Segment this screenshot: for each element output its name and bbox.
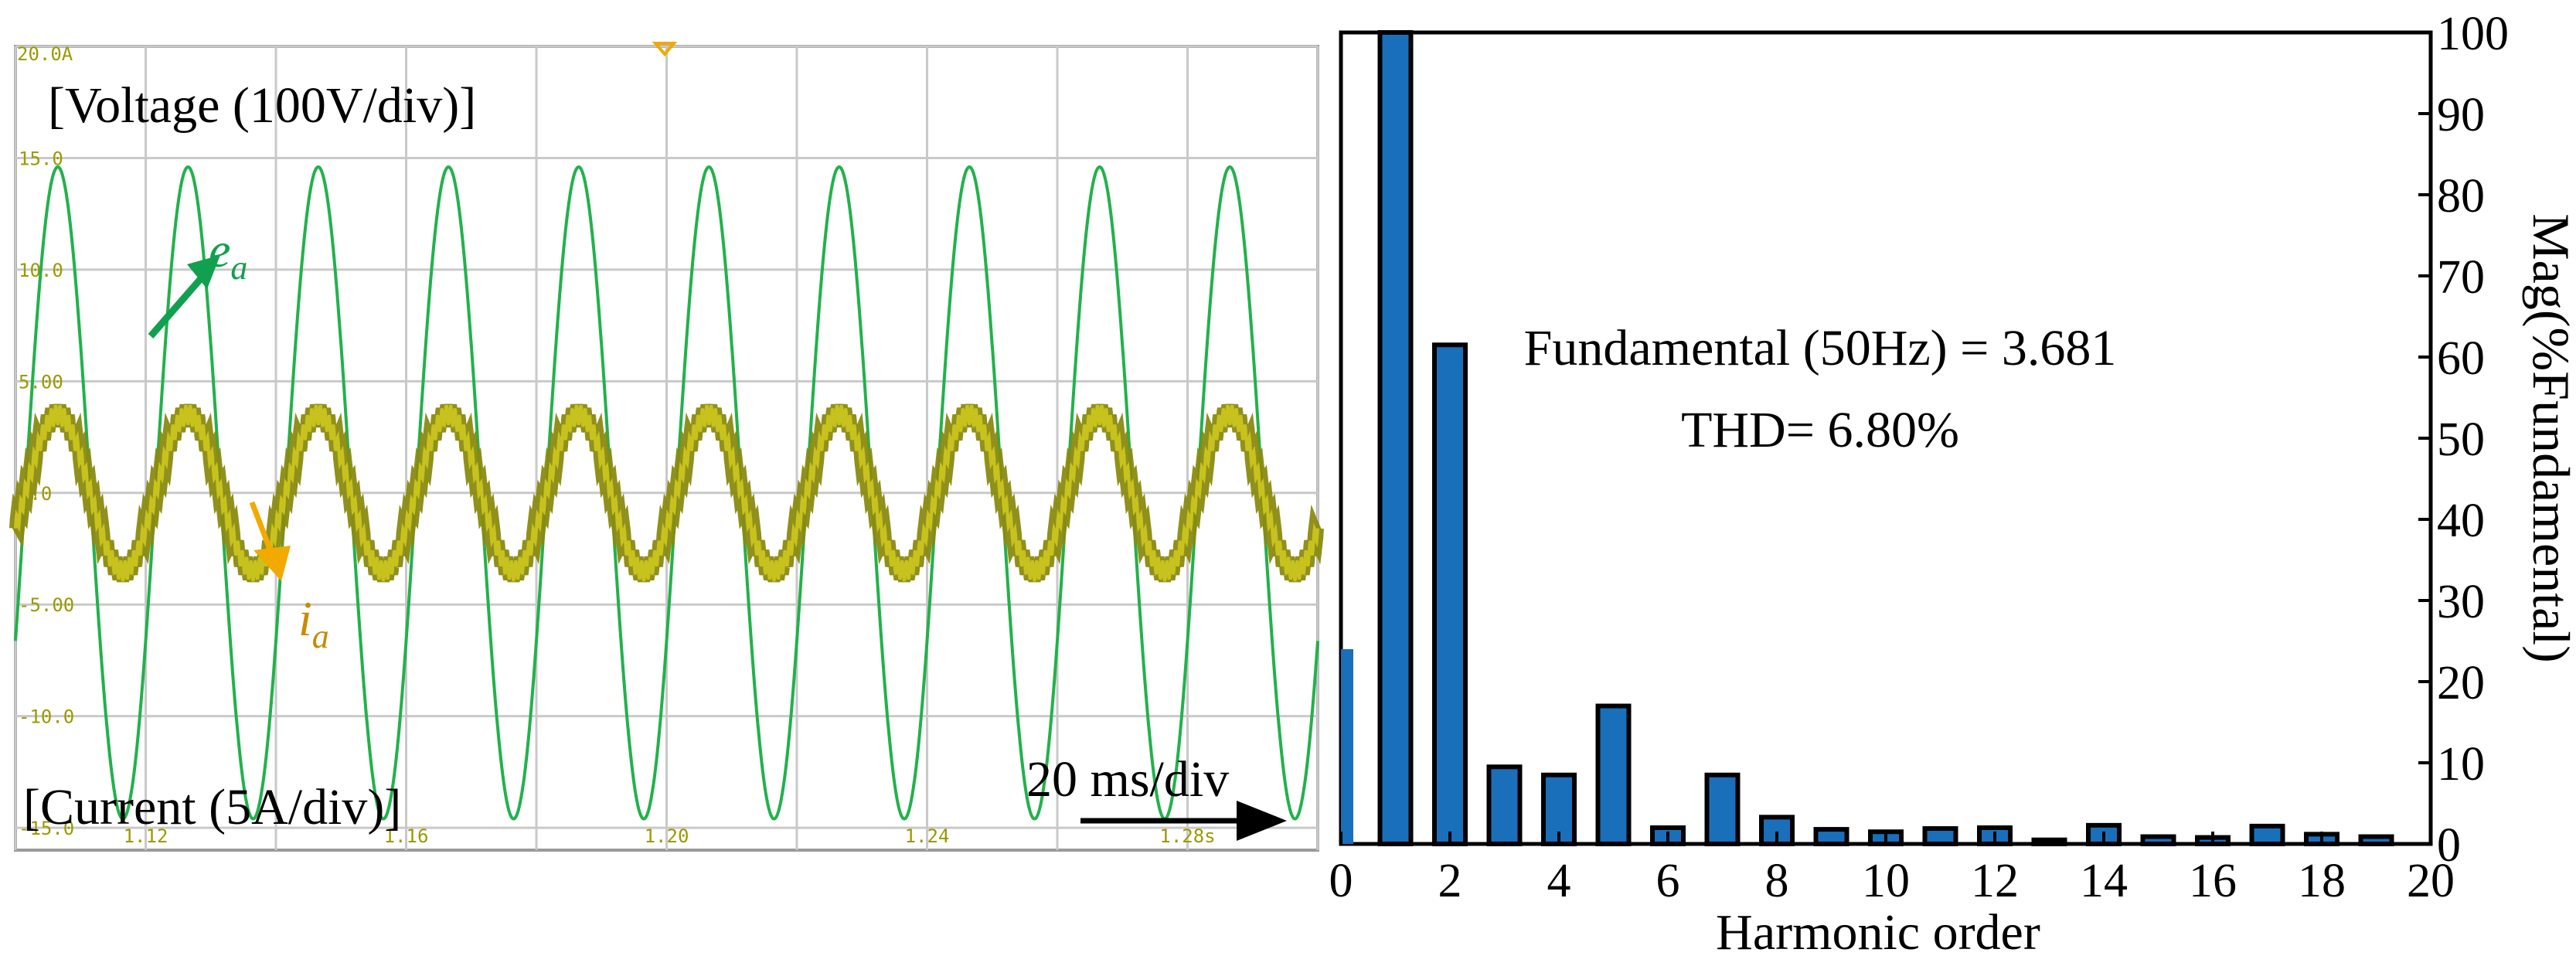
y-tick-label: 50 <box>2437 413 2485 466</box>
y-tick-label: 100 <box>2437 8 2509 60</box>
current-arrow-icon <box>254 546 291 581</box>
scope-y-tick-label: 15.0 <box>19 148 63 169</box>
y-tick-label: 80 <box>2437 170 2485 223</box>
scope-y-tick-label: -10.0 <box>19 706 74 728</box>
x-tick-label: 0 <box>1329 855 1353 907</box>
y-tick-label: 0 <box>2437 819 2461 872</box>
voltage-trace <box>14 165 1319 821</box>
y-tick-label: 60 <box>2437 332 2485 385</box>
bar-harmonic-19 <box>2358 834 2394 847</box>
x-axis-ticks: 0 2 4 6 8 10 12 14 16 18 20 <box>1329 832 2455 907</box>
scope-x-tick-label: 1.20 <box>645 825 689 847</box>
scope-y-tick-label: -15.0 <box>19 818 74 839</box>
scope-x-tick-labels: 1.12 1.16 1.20 1.24 1.28s <box>124 825 1216 847</box>
voltage-arrow-line <box>148 274 206 339</box>
x-tick-label: 20 <box>2407 855 2455 907</box>
scope-x-tick-label: 1.12 <box>124 825 168 847</box>
trigger-marker-icon <box>652 42 678 57</box>
current-scale-label: [Current (5A/div)] <box>23 779 401 835</box>
bar-dc <box>1341 649 1353 844</box>
y-axis-ticks: 0 10 20 30 40 50 60 70 80 90 100 <box>2418 8 2509 872</box>
x-tick-label: 16 <box>2189 855 2237 907</box>
voltage-arrow-icon <box>187 255 220 289</box>
bar-harmonic-13 <box>2031 837 2067 846</box>
y-tick-label: 10 <box>2437 738 2485 791</box>
oscilloscope-panel: 15.010.05.000.0-5.00-10.0-15.0 1.12 1.16 1… <box>9 42 1324 852</box>
x-tick-label: 6 <box>1656 855 1680 907</box>
bar-harmonic-3 <box>1486 764 1523 846</box>
bar-harmonic-15 <box>2140 834 2176 847</box>
x-tick-label: 14 <box>2080 855 2128 907</box>
current-trace-core <box>14 404 1319 582</box>
y-axis-title: Mag(%Fundamental) <box>2522 213 2576 663</box>
y-tick-label: 40 <box>2437 495 2485 547</box>
channel-marker: 20.0A <box>17 43 73 65</box>
y-tick-label: 70 <box>2437 251 2485 304</box>
x-tick-label: 10 <box>1862 855 1910 907</box>
timebase-arrow-icon <box>1237 801 1287 841</box>
x-tick-label: 8 <box>1765 855 1789 907</box>
bar-harmonic-5 <box>1595 703 1632 846</box>
scope-y-tick-labels: 15.010.05.000.0-5.00-10.0-15.0 <box>19 148 74 839</box>
scope-traces <box>9 165 1324 821</box>
x-tick-label: 12 <box>1971 855 2019 907</box>
plot-frame <box>1339 30 2433 846</box>
bar-harmonic-2 <box>1432 342 1468 846</box>
scope-y-tick-label: -5.00 <box>19 594 74 616</box>
thd-annotation: THD= 6.80% <box>1681 402 1959 458</box>
timebase-label: 20 ms/div <box>1026 751 1229 808</box>
voltage-trace-label: ea <box>209 223 247 287</box>
x-tick-label: 2 <box>1438 855 1462 907</box>
x-tick-label: 18 <box>2298 855 2346 907</box>
bar-harmonic-7 <box>1704 772 1741 846</box>
scope-y-tick-label: 5.00 <box>19 371 63 393</box>
harmonic-spectrum-chart: 0 2 4 6 8 10 12 14 16 18 20 0 10 20 30 40 50 60 70 80 90 100… <box>1329 8 2576 956</box>
y-tick-label: 20 <box>2437 657 2485 709</box>
fundamental-annotation: Fundamental (50Hz) = 3.681 <box>1524 320 2117 376</box>
bar-harmonic-11 <box>1922 826 1958 847</box>
current-arrow-line <box>249 501 275 556</box>
bar-harmonic-9 <box>1813 827 1849 846</box>
y-tick-label: 90 <box>2437 89 2485 141</box>
voltage-scale-label: [Voltage (100V/div)] <box>48 77 476 134</box>
x-tick-label: 4 <box>1547 855 1571 907</box>
current-trace-label: ia <box>298 591 329 655</box>
scope-x-tick-label: 1.24 <box>905 825 950 847</box>
bar-harmonic-1 <box>1377 30 1414 846</box>
scope-x-tick-label: 1.16 <box>384 825 429 847</box>
scope-grid <box>14 45 1319 850</box>
x-axis-title: Harmonic order <box>1716 904 2040 956</box>
scope-x-tick-label: 1.28s <box>1159 825 1215 847</box>
y-tick-label: 30 <box>2437 576 2485 628</box>
bar-harmonic-17 <box>2249 823 2285 847</box>
